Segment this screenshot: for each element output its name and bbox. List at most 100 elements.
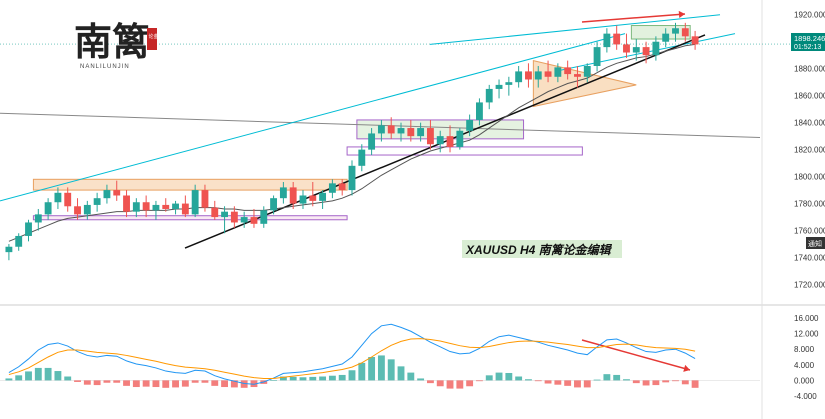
macd-histogram-bar — [348, 370, 356, 381]
candle-body — [613, 33, 621, 45]
macd-histogram-bar — [162, 380, 170, 388]
candle-body — [5, 246, 13, 253]
macd-histogram-bar — [142, 380, 150, 387]
candle-body — [583, 66, 591, 77]
candle-body — [260, 210, 268, 224]
candle-body — [152, 204, 160, 211]
macd-histogram-bar — [211, 380, 219, 386]
channel-lower — [0, 33, 626, 202]
candle-body — [485, 88, 493, 103]
candle-body — [250, 217, 258, 224]
logo-subtext: NANLILUNJIN — [80, 64, 130, 70]
candle-body — [191, 190, 199, 215]
candle-body — [544, 71, 552, 77]
candle-body — [476, 102, 483, 120]
price-tick-label: 1920.000 — [794, 11, 825, 20]
candle-body — [132, 202, 140, 212]
macd-histogram-bar — [564, 380, 572, 386]
macd-histogram-bar — [113, 380, 121, 383]
macd-histogram-bar — [515, 376, 523, 381]
macd-histogram-bar — [652, 380, 660, 386]
candle-body — [377, 125, 385, 134]
candle-body — [368, 133, 376, 150]
candle-body — [230, 211, 238, 223]
candle-body — [348, 165, 356, 191]
macd-histogram-bar — [534, 380, 542, 382]
macd-line — [8, 323, 696, 385]
candle-body — [358, 149, 366, 166]
macd-tick-label: 0.000 — [794, 376, 815, 385]
price-tag-value: 1898.246 — [794, 34, 825, 43]
macd-tick-label: 8.000 — [794, 345, 815, 354]
price-tick-label: 1860.000 — [794, 92, 825, 101]
candle-body — [387, 125, 395, 134]
macd-histogram-bar — [191, 380, 199, 383]
candle-body — [525, 71, 532, 80]
macd-histogram-bar — [230, 380, 238, 388]
macd-histogram-bar — [476, 380, 483, 382]
macd-divergence-arrow-head — [683, 364, 690, 372]
macd-histogram-bar — [446, 380, 454, 389]
candle-body — [534, 71, 542, 80]
macd-histogram-bar — [672, 380, 679, 382]
macd-histogram-bar — [397, 366, 405, 381]
macd-histogram-bar — [525, 379, 532, 381]
candle-body — [446, 136, 454, 147]
candle-body — [338, 183, 346, 191]
macd-histogram-bar — [319, 376, 327, 381]
macd-histogram-bar — [358, 362, 366, 381]
macd-histogram-bar — [495, 372, 503, 381]
candle-body — [564, 67, 572, 75]
candle-body — [221, 211, 228, 218]
candle-body — [211, 207, 219, 218]
macd-histogram-bar — [417, 378, 425, 381]
candle-body — [623, 44, 630, 53]
macd-histogram-bar — [387, 359, 395, 381]
macd-histogram-bar — [172, 380, 179, 388]
macd-histogram-bar — [691, 380, 699, 388]
macd-histogram-bar — [5, 378, 13, 381]
instrument-label: XAUUSD H4 南篱论金编辑 — [462, 240, 622, 258]
price-tick-label: 1840.000 — [794, 119, 825, 128]
channel-upper — [429, 14, 721, 45]
price-tick-label: 1780.000 — [794, 200, 825, 209]
candle-body — [162, 204, 170, 209]
candle-body — [25, 222, 32, 236]
candle-body — [691, 36, 699, 45]
macd-histogram-bar — [221, 380, 228, 388]
macd-histogram-bar — [181, 380, 189, 387]
macd-tick-label: 16.000 — [794, 314, 819, 323]
macd-panel — [0, 323, 760, 389]
macd-histogram-bar — [593, 379, 601, 381]
price-tick-label: 1760.000 — [794, 227, 825, 236]
candle-body — [681, 28, 689, 37]
candle-body — [172, 203, 179, 209]
price-divergence-arrow-head — [678, 10, 685, 19]
candle-body — [417, 128, 425, 137]
candle-body — [270, 198, 278, 211]
range-box-top — [32, 178, 348, 191]
notify-button[interactable]: 通知 — [806, 237, 825, 249]
candle-body — [123, 195, 130, 212]
macd-tick-label: 12.000 — [794, 330, 819, 339]
macd-histogram-bar — [623, 379, 630, 381]
support-box — [346, 146, 583, 156]
candle-body — [201, 190, 209, 208]
candle-body — [593, 47, 601, 66]
seal-icon — [147, 28, 157, 50]
macd-histogram-bar — [103, 380, 111, 383]
macd-histogram-bar — [681, 380, 689, 385]
range-box-bottom — [32, 215, 348, 221]
macd-histogram-bar — [270, 380, 278, 381]
macd-histogram-bar — [44, 367, 52, 381]
candle-body — [426, 128, 434, 145]
candle-body — [466, 119, 474, 131]
price-tick-label: 1740.000 — [794, 254, 825, 263]
notify-label: 通知 — [808, 239, 822, 248]
candle-body — [15, 235, 23, 247]
price-tag: 1898.246 01:52:13 — [791, 33, 825, 51]
logo-text: 南篱 — [74, 19, 150, 64]
macd-histogram-bar — [505, 372, 513, 381]
candle-body — [289, 187, 297, 204]
